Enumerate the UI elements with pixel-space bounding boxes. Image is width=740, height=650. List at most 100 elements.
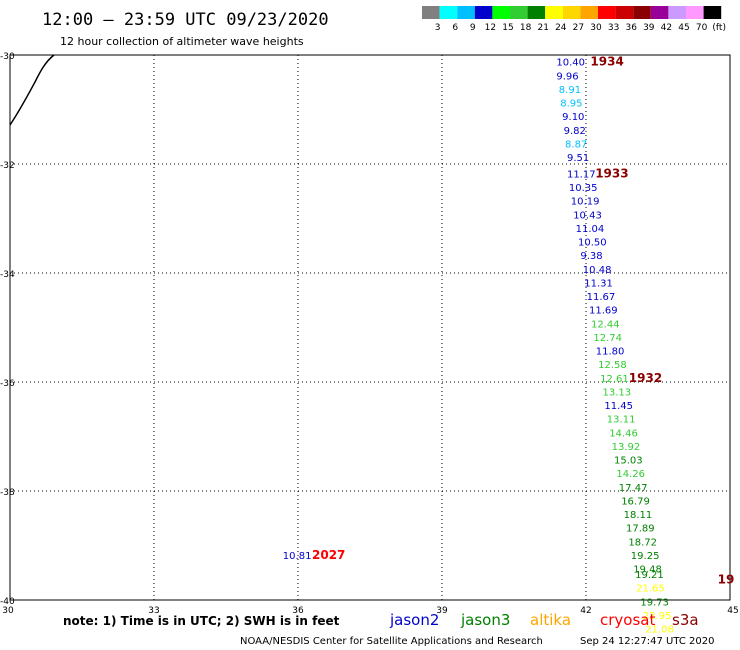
wave-height-value: 22.95 xyxy=(643,611,672,622)
satellite-legend-altika: altika xyxy=(530,611,571,629)
wave-height-value: 18.72 xyxy=(628,537,657,548)
latitude-label: -30 xyxy=(0,52,15,62)
latitude-label: -36 xyxy=(0,379,15,389)
wave-height-value: 8.95 xyxy=(560,99,582,110)
wave-height-value: 10.43 xyxy=(573,210,602,221)
legend-swatch xyxy=(439,6,458,19)
wave-height-value: 8.91 xyxy=(559,85,581,96)
wave-height-value: 12.74 xyxy=(593,333,622,344)
map-subtitle: 12 hour collection of altimeter wave hei… xyxy=(60,35,304,48)
wave-height-value: 21.65 xyxy=(636,584,665,595)
wave-height-value: 8.87 xyxy=(565,139,587,150)
wave-height-value: 11.04 xyxy=(576,224,605,235)
legend-swatch xyxy=(492,6,510,19)
satellite-legend-jason3: jason3 xyxy=(460,611,510,629)
latitude-label: -34 xyxy=(0,270,15,280)
legend-label: 27 xyxy=(573,23,584,33)
legend-label: (ft) xyxy=(712,23,726,33)
wave-height-value: 19.48 xyxy=(633,565,662,576)
wave-height-value: 11.31 xyxy=(584,278,613,289)
latitude-label: -40 xyxy=(0,597,15,607)
wave-height-value: 16.79 xyxy=(621,496,650,507)
wave-height-value: 19.25 xyxy=(631,551,660,562)
longitude-label: 33 xyxy=(148,606,159,616)
legend-label: 33 xyxy=(608,23,619,33)
latitude-label: -32 xyxy=(0,161,15,171)
legend-label: 45 xyxy=(678,23,689,33)
longitude-label: 45 xyxy=(727,606,738,616)
legend-swatch xyxy=(474,6,493,19)
wave-height-value: 19.21 xyxy=(635,570,664,581)
legend-swatch xyxy=(562,6,581,19)
wave-height-value: 11.67 xyxy=(587,292,616,303)
legend-label: 30 xyxy=(590,23,602,33)
longitude-label: 36 xyxy=(292,606,304,616)
legend-swatch xyxy=(422,6,440,19)
legend-label: 12 xyxy=(485,23,496,33)
wave-height-value: 11.80 xyxy=(596,347,625,358)
wave-height-value: 13.11 xyxy=(607,415,636,426)
wave-height-value: 13.92 xyxy=(612,442,641,453)
legend-swatch xyxy=(527,6,546,19)
wave-height-value: 14.46 xyxy=(609,428,638,439)
wave-height-value: 9.38 xyxy=(580,251,602,262)
legend-label: 15 xyxy=(502,23,513,33)
satellite-legend: jason2 jason3 altika cryosat s3a xyxy=(389,611,699,629)
graticule xyxy=(10,55,730,600)
legend-label: 18 xyxy=(520,23,532,33)
wave-height-value: 13.13 xyxy=(602,387,631,398)
wave-height-value: 10.48 xyxy=(583,265,612,276)
pass-number-label: 1933 xyxy=(595,166,628,180)
satellite-pass-labels: 1934 1933 1932 19 2027 xyxy=(312,55,734,587)
wave-height-value: 17.89 xyxy=(626,524,655,535)
wave-height-value: 18.11 xyxy=(624,510,653,521)
legend-swatch xyxy=(598,6,616,19)
legend-label: 21 xyxy=(537,23,548,33)
legend-swatch xyxy=(615,6,634,19)
timestamp-text: Sep 24 12:27:47 UTC 2020 xyxy=(580,636,714,647)
legend-label: 24 xyxy=(555,23,567,33)
wave-height-value: 9.82 xyxy=(564,126,586,137)
wave-height-value: 19.73 xyxy=(640,597,669,608)
legend-label: 42 xyxy=(661,23,672,33)
wave-height-value: 9.10 xyxy=(562,112,584,123)
legend-swatch xyxy=(457,6,475,19)
wave-height-value: 11.17 xyxy=(567,169,596,180)
wave-height-value: 10.81 xyxy=(283,551,312,562)
note-text: note: 1) Time is in UTC; 2) SWH is in fe… xyxy=(63,614,340,628)
wave-height-value: 17.47 xyxy=(619,483,648,494)
wave-height-value: 12.58 xyxy=(598,360,627,371)
wave-height-value: 11.69 xyxy=(589,306,618,317)
wave-height-value: 14.26 xyxy=(616,469,645,480)
wave-height-value: 15.03 xyxy=(614,456,643,467)
longitude-label: 39 xyxy=(436,606,448,616)
legend-swatch xyxy=(545,6,563,19)
legend-label: 39 xyxy=(643,23,655,33)
legend-swatch xyxy=(510,6,528,19)
longitude-label: 30 xyxy=(2,606,14,616)
map-frame xyxy=(9,54,731,601)
wave-height-value: 10.35 xyxy=(569,183,598,194)
wave-height-value: 12.61 xyxy=(600,374,629,385)
coastline xyxy=(9,54,55,126)
satellite-legend-s3a: s3a xyxy=(672,611,699,629)
legend-label: 9 xyxy=(470,23,476,33)
longitude-label: 42 xyxy=(580,606,591,616)
legend-label: 70 xyxy=(696,23,708,33)
wave-height-value: 11.45 xyxy=(604,401,633,412)
legend-label: 3 xyxy=(435,23,441,33)
wave-height-value: 9.51 xyxy=(567,153,589,164)
latitude-label: -38 xyxy=(0,488,15,498)
pass-number-label: 19 xyxy=(718,572,735,586)
pass-number-label: 1932 xyxy=(629,371,662,385)
legend-swatch xyxy=(650,6,669,19)
map-title: 12:00 – 23:59 UTC 09/23/2020 xyxy=(42,10,329,30)
wave-height-value: 21.08 xyxy=(645,625,674,636)
wave-height-value: 12.44 xyxy=(591,319,620,330)
credit-text: NOAA/NESDIS Center for Satellite Applica… xyxy=(240,636,543,647)
legend-swatch xyxy=(686,6,704,19)
legend-label: 36 xyxy=(625,23,637,33)
legend-swatch xyxy=(633,6,651,19)
